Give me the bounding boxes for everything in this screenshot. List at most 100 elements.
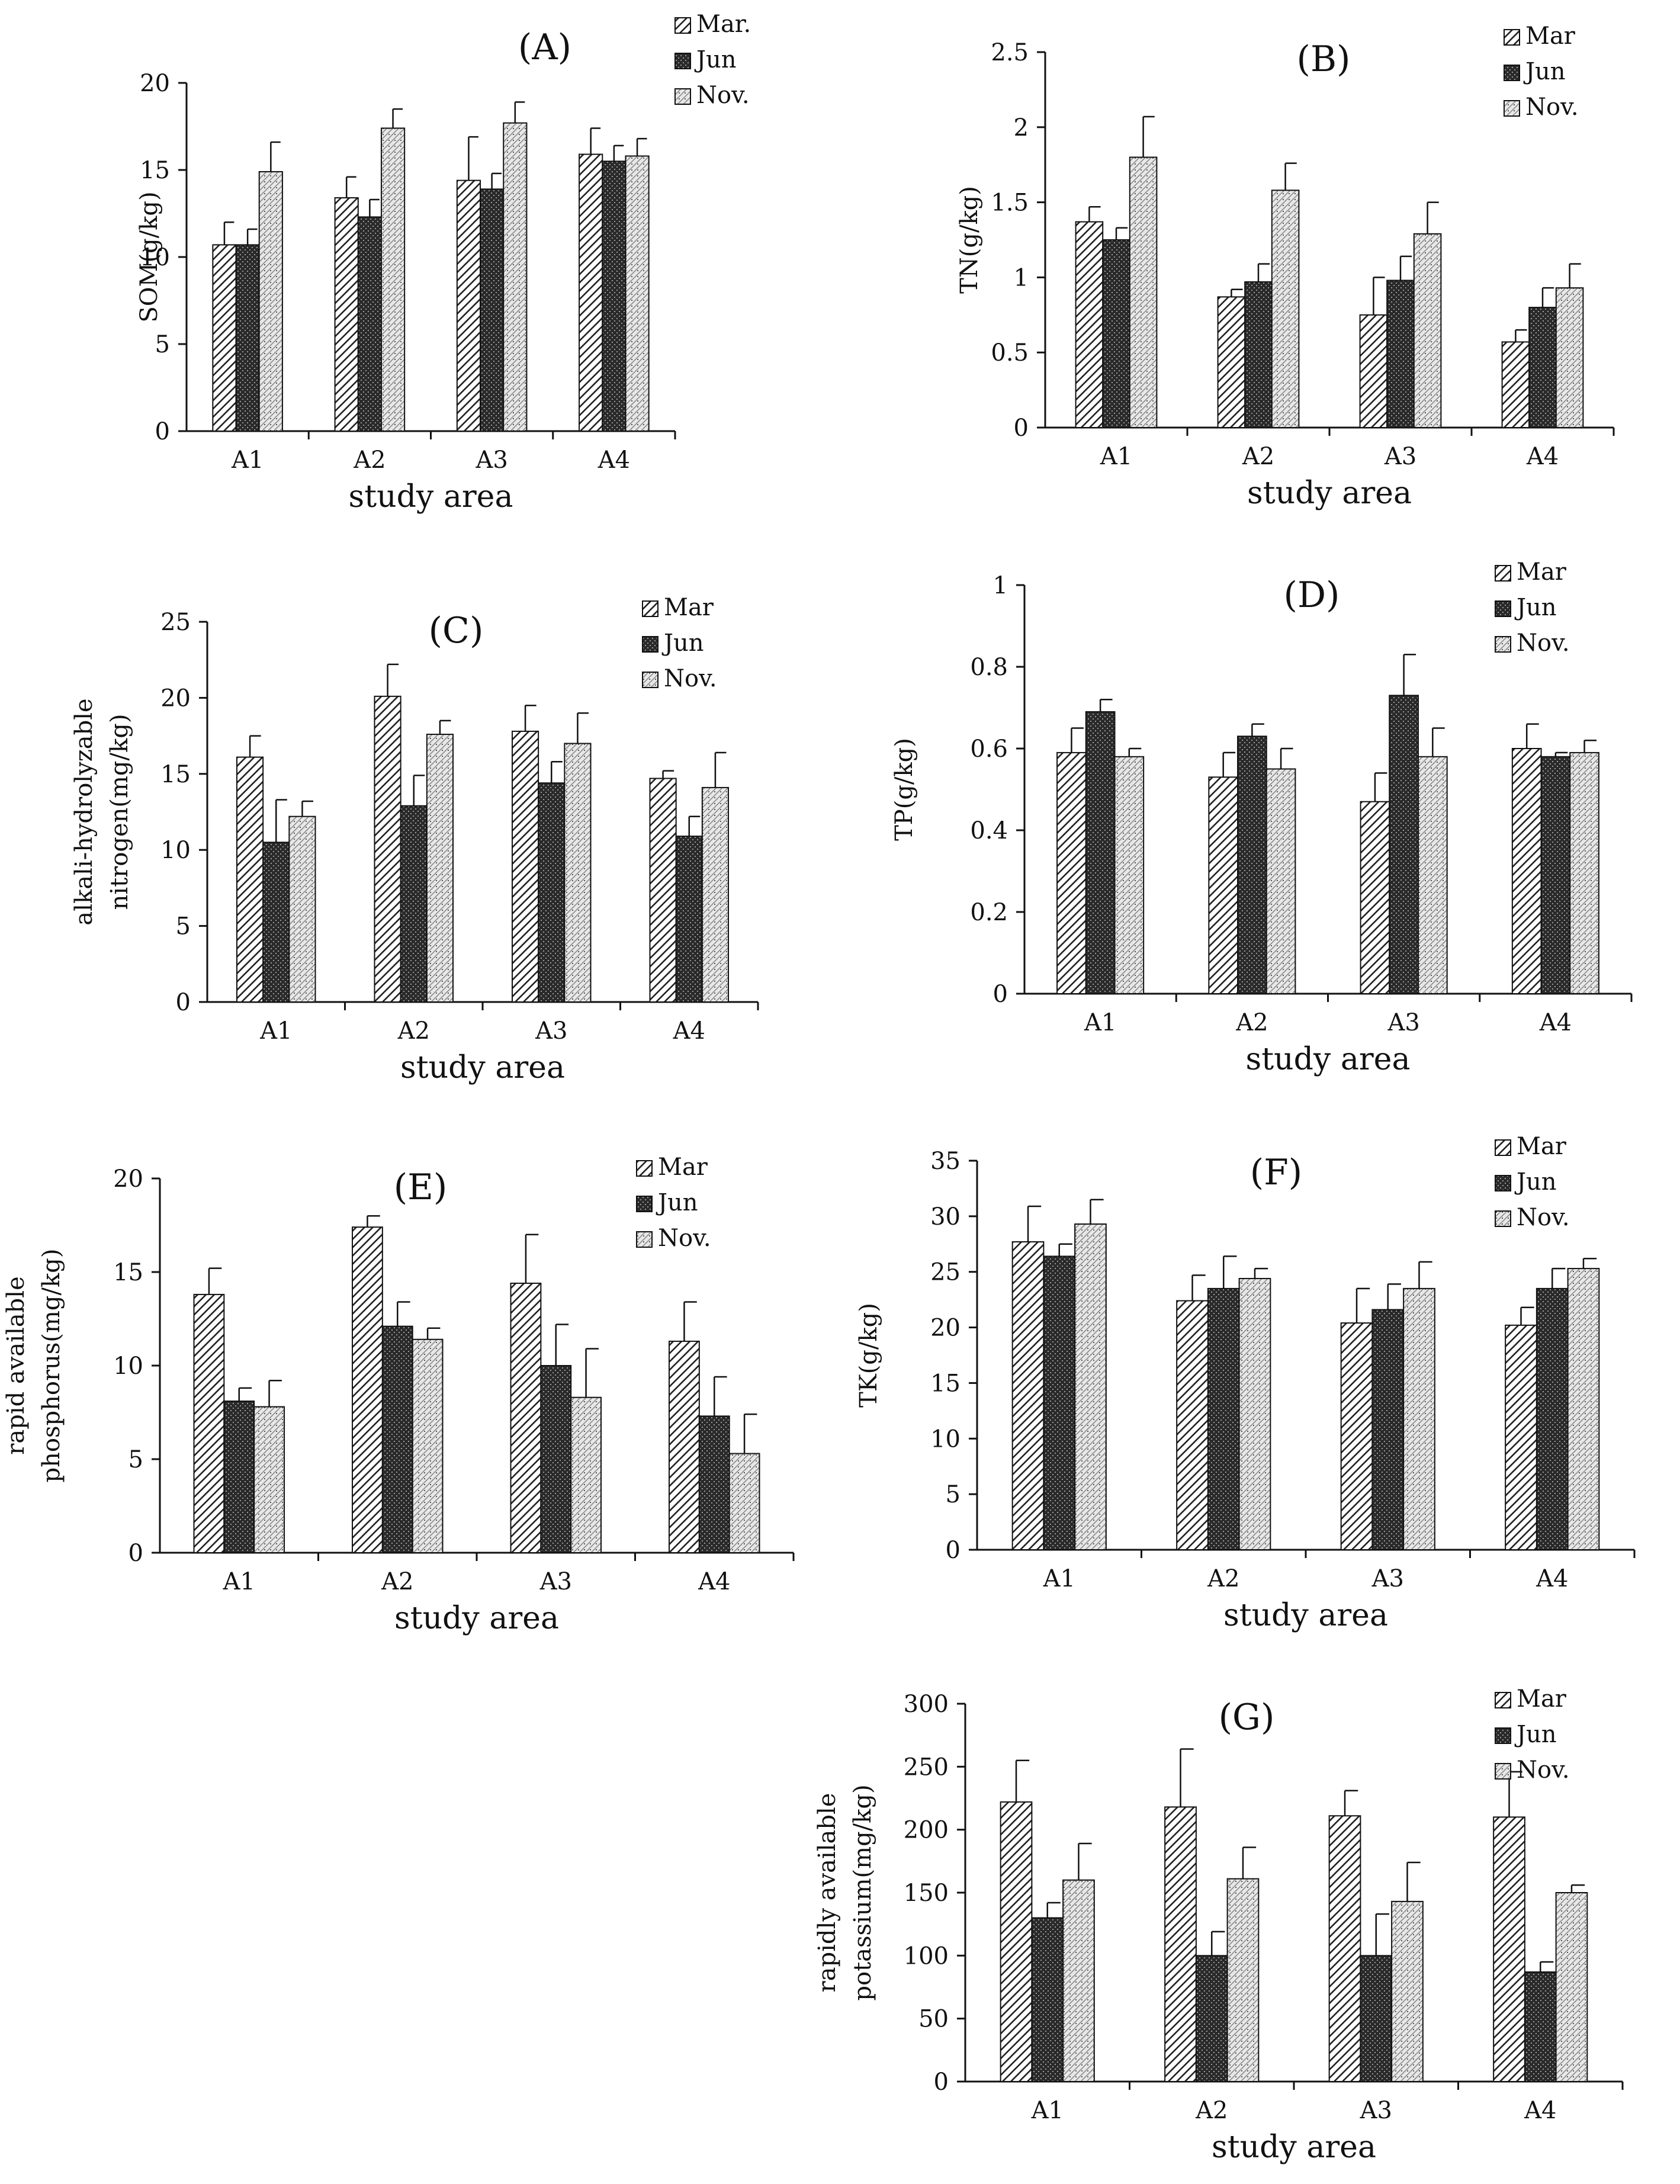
bar-jun-a4 <box>698 1415 730 1554</box>
bar-nov-a2 <box>1265 768 1296 994</box>
bar-mar-a4 <box>669 1340 700 1553</box>
bar-mar-a1 <box>1000 1801 1033 2082</box>
bar-jun-a4 <box>602 160 627 432</box>
bar-mar-a4 <box>1501 341 1530 428</box>
bar-nov-a1 <box>1114 756 1145 995</box>
y-tick-label: 25 <box>160 609 191 636</box>
bar-mar-a2 <box>1217 296 1246 429</box>
bar-nov-a4 <box>1567 1268 1600 1550</box>
chart-d: 0 0.2 0.4 0.6 0.8 1 A1 A2 A3 A4 (D) study area TP(g/… <box>891 558 1633 1077</box>
bar-nov-a3 <box>570 1396 602 1553</box>
bar-jun-a1 <box>1031 1917 1064 2083</box>
x-axis-title: study area <box>400 1050 565 1085</box>
y-tick-label: 20 <box>113 1165 143 1193</box>
x-tick-label: A2 <box>1235 1009 1268 1036</box>
bar-jun-a4 <box>1524 1971 1557 2082</box>
legend: Mar Jun Nov. <box>642 594 717 692</box>
legend-label: Jun <box>1514 1168 1557 1196</box>
y-tick-label: 0 <box>934 2069 949 2096</box>
x-axis-title: study area <box>1212 2130 1376 2165</box>
x-tick-label: A2 <box>1242 443 1274 470</box>
legend: Mar Jun Nov. <box>1495 1133 1570 1231</box>
y-tick-label: 10 <box>930 1425 961 1453</box>
bar-jun-a3 <box>1386 280 1415 428</box>
bar-nov-a4 <box>1555 287 1584 429</box>
bar-mar-a2 <box>1164 1806 1197 2083</box>
bar-jun-a2 <box>381 1325 413 1553</box>
bar-jun-a3 <box>480 188 505 432</box>
bar-nov-a3 <box>1391 1900 1424 2083</box>
legend-swatch <box>642 600 658 617</box>
x-tick-label: A4 <box>1524 2097 1556 2124</box>
legend-swatch <box>674 17 691 34</box>
x-tick-label: A4 <box>598 447 630 474</box>
x-tick-label: A1 <box>1031 2097 1064 2124</box>
bar-mar-a2 <box>1208 776 1239 995</box>
x-tick-label: A3 <box>535 1017 567 1045</box>
legend-label: Jun <box>1523 58 1566 85</box>
bar-jun-a4 <box>1528 307 1557 428</box>
bar-mar-a4 <box>1493 1816 1525 2082</box>
chart-f: 0 5 10 15 20 25 30 35 A1 A2 A3 A4 (F) study area TK(g/… <box>855 1133 1636 1633</box>
bar-jun-a4 <box>1536 1287 1569 1550</box>
y-tick-label: 5 <box>155 331 170 358</box>
bar-jun-a1 <box>1043 1255 1076 1551</box>
bar-nov-a3 <box>1413 233 1442 428</box>
bar-jun-a1 <box>1102 239 1130 428</box>
y-axis-title: TK(g/kg) <box>855 1303 882 1408</box>
y-axis-title-line: rapidly available <box>814 1793 841 1993</box>
bar-nov-a3 <box>1403 1287 1435 1550</box>
y-axis-title: rapidly available potassium(mg/kg) <box>814 1784 876 2000</box>
y-tick-label: 5 <box>946 1481 961 1508</box>
legend: Mar Jun Nov. <box>1495 1685 1570 1784</box>
y-axis-title: SOM(g/kg) <box>136 191 163 322</box>
legend: Mar Jun Nov. <box>1495 558 1570 657</box>
bar-mar-a3 <box>1359 314 1388 428</box>
bar-nov-a3 <box>1417 756 1448 995</box>
bar-mar-a3 <box>511 730 539 1003</box>
bar-mar-a2 <box>374 695 401 1003</box>
x-axis-title: study area <box>1223 1598 1388 1633</box>
bar-jun-a2 <box>1195 1955 1228 2082</box>
bar-jun-a2 <box>400 805 428 1003</box>
x-tick-label: A4 <box>1536 1565 1568 1592</box>
x-tick-label: A3 <box>1371 1565 1404 1592</box>
y-axis-title-line: TP(g/kg) <box>891 738 918 841</box>
y-tick-label: 2 <box>1014 114 1029 142</box>
bar-nov-a2 <box>380 127 406 432</box>
legend: Mar Jun Nov. <box>636 1154 711 1252</box>
legend-swatch <box>1495 1692 1511 1708</box>
legend-label: Jun <box>1514 1721 1557 1748</box>
x-axis-title: study area <box>349 479 513 515</box>
y-tick-label: 150 <box>904 1880 949 1907</box>
y-tick-label: 10 <box>113 1353 143 1380</box>
legend-label: Mar <box>658 1154 708 1181</box>
bar-jun-a1 <box>223 1401 255 1554</box>
x-axis-title: study area <box>394 1601 559 1636</box>
legend-swatch <box>636 1196 653 1212</box>
chart-a: 0 5 10 15 20 A1 A2 A3 A4 (A) study area SOM(g/kg) Ma… <box>136 11 751 515</box>
x-tick-label: A1 <box>1084 1009 1116 1036</box>
x-tick-label: A3 <box>539 1568 572 1595</box>
legend-label: Nov. <box>696 82 750 109</box>
bar-jun-a4 <box>675 836 703 1003</box>
bar-mar-a3 <box>1360 801 1390 994</box>
bar-nov-a1 <box>1129 156 1158 428</box>
legend-label: Nov. <box>664 665 717 692</box>
legend-swatch <box>1495 1763 1511 1780</box>
x-tick-label: A3 <box>475 447 507 474</box>
y-tick-label: 10 <box>140 244 170 271</box>
x-axis-title: study area <box>1247 476 1412 511</box>
panel-title: (G) <box>1219 1697 1275 1738</box>
y-tick-label: 250 <box>904 1753 949 1781</box>
x-tick-label: A2 <box>1195 2097 1228 2124</box>
y-axis-title: TN(g/kg) <box>956 186 983 294</box>
legend-swatch <box>674 88 691 105</box>
y-axis-title-line: SOM(g/kg) <box>136 191 163 322</box>
bar-mar-a4 <box>649 778 677 1003</box>
y-axis-title: TP(g/kg) <box>891 738 918 841</box>
y-tick-label: 15 <box>113 1259 143 1286</box>
panel-title: (D) <box>1284 574 1340 616</box>
y-tick-label: 20 <box>930 1315 961 1342</box>
y-tick-label: 20 <box>160 685 191 712</box>
